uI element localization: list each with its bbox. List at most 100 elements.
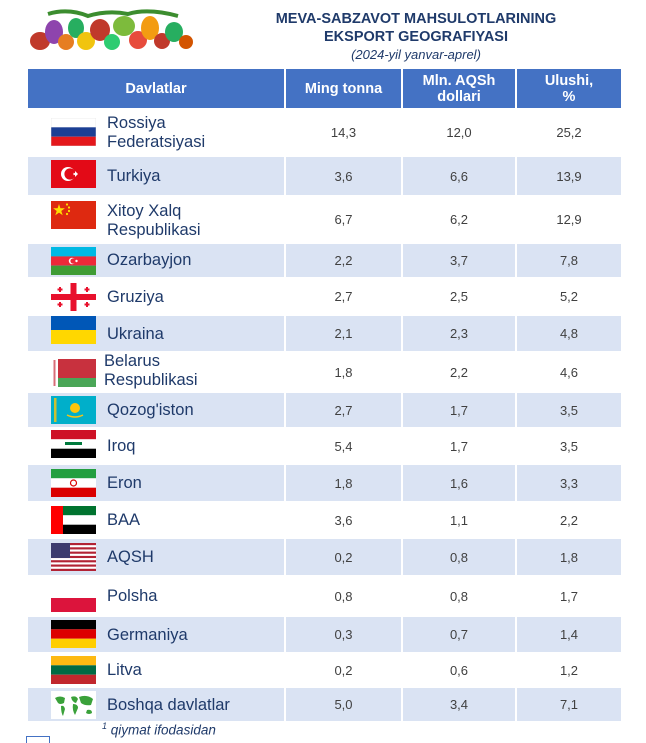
usd-cell: 6,2 bbox=[401, 196, 515, 243]
country-name-line1: Xitoy Xalq bbox=[107, 202, 182, 220]
turkey-flag-icon bbox=[51, 160, 96, 188]
header-country: Davlatlar bbox=[125, 80, 187, 97]
country-cell: Turkiya bbox=[28, 157, 284, 195]
tonnes-cell: 0,3 bbox=[284, 617, 401, 652]
table-row: Gruziya 2,7 2,5 5,2 bbox=[28, 278, 621, 316]
germany-flag-icon bbox=[51, 620, 96, 648]
table-row: Rossiya Federatsiyasi 14,3 12,0 25,2 bbox=[28, 108, 621, 157]
table-row: Polsha 0,8 0,8 1,7 bbox=[28, 576, 621, 617]
country-name: Ukraina bbox=[107, 325, 164, 344]
tonnes-cell: 5,0 bbox=[284, 688, 401, 721]
tonnes-cell: 2,2 bbox=[284, 244, 401, 277]
country-cell: Polsha bbox=[28, 576, 284, 616]
country-name-line1: Turkiya bbox=[107, 167, 161, 185]
subtitle: (2024-yil yanvar-aprel) bbox=[351, 47, 481, 62]
tonnes-cell: 2,7 bbox=[284, 278, 401, 315]
table-body: Rossiya Federatsiyasi 14,3 12,0 25,2 Tur… bbox=[28, 108, 621, 722]
header-usd-line1: Mln. AQSh bbox=[422, 72, 496, 89]
country-cell: Litva bbox=[28, 653, 284, 687]
country-name: BAA bbox=[107, 511, 140, 530]
country-cell: Qozog'iston bbox=[28, 393, 284, 427]
uae-flag-icon bbox=[51, 506, 96, 534]
country-name: Xitoy Xalq Respublikasi bbox=[107, 202, 201, 240]
usd-cell: 3,7 bbox=[401, 244, 515, 277]
tonnes-cell: 2,7 bbox=[284, 393, 401, 427]
country-name: Qozog'iston bbox=[107, 401, 194, 420]
header-tonnes: Ming tonna bbox=[284, 69, 401, 108]
share-cell: 25,2 bbox=[515, 108, 621, 156]
lithuania-flag-icon bbox=[51, 656, 96, 684]
country-name-line1: Litva bbox=[107, 661, 142, 679]
country-name-line2: Respublikasi bbox=[107, 221, 201, 239]
country-name-line1: Gruziya bbox=[107, 288, 164, 306]
country-name-line1: Boshqa davlatlar bbox=[107, 696, 230, 714]
share-cell: 7,8 bbox=[515, 244, 621, 277]
country-name: Litva bbox=[107, 661, 142, 680]
country-name-line1: Qozog'iston bbox=[107, 401, 194, 419]
iraq-flag-icon bbox=[51, 430, 96, 458]
country-name-line1: Belarus bbox=[104, 352, 160, 370]
share-cell: 1,8 bbox=[515, 539, 621, 575]
country-name: Gruziya bbox=[107, 288, 164, 307]
usd-cell: 0,8 bbox=[401, 576, 515, 616]
iran-flag-icon bbox=[51, 469, 96, 497]
page-corner-decoration bbox=[26, 736, 50, 743]
header-share-line2: % bbox=[562, 88, 576, 105]
country-name: Rossiya Federatsiyasi bbox=[107, 114, 205, 152]
belarus-flag-icon bbox=[51, 359, 96, 387]
tonnes-cell: 0,8 bbox=[284, 576, 401, 616]
country-name: Boshqa davlatlar bbox=[107, 696, 230, 715]
table-row: Litva 0,2 0,6 1,2 bbox=[28, 653, 621, 688]
country-name: Ozarbayjon bbox=[107, 251, 191, 270]
share-cell: 3,5 bbox=[515, 428, 621, 464]
azerbaijan-flag-icon bbox=[51, 247, 96, 275]
country-cell: BAA bbox=[28, 502, 284, 538]
tonnes-cell: 3,6 bbox=[284, 157, 401, 195]
table-row: Xitoy Xalq Respublikasi 6,7 6,2 12,9 bbox=[28, 196, 621, 244]
georgia-flag-icon bbox=[51, 283, 96, 311]
table-row: Eron 1,8 1,6 3,3 bbox=[28, 465, 621, 502]
vegetables-illustration bbox=[30, 9, 193, 50]
share-cell: 4,8 bbox=[515, 316, 621, 351]
table-row: Belarus Respublikasi 1,8 2,2 4,6 bbox=[28, 352, 621, 393]
country-cell: Boshqa davlatlar bbox=[28, 688, 284, 721]
table-row: Iroq 5,4 1,7 3,5 bbox=[28, 428, 621, 465]
country-cell: Ukraina bbox=[28, 316, 284, 351]
share-cell: 3,3 bbox=[515, 465, 621, 501]
usd-cell: 1,7 bbox=[401, 428, 515, 464]
country-name-line1: Rossiya bbox=[107, 114, 166, 132]
country-name-line2: Respublikasi bbox=[104, 371, 198, 389]
share-cell: 1,2 bbox=[515, 653, 621, 687]
title-line-2: EKSPORT GEOGRAFIYASI bbox=[324, 29, 508, 45]
country-name: Germaniya bbox=[107, 626, 188, 645]
tonnes-cell: 2,1 bbox=[284, 316, 401, 351]
share-cell: 5,2 bbox=[515, 278, 621, 315]
country-name-line2: Federatsiyasi bbox=[107, 133, 206, 151]
usd-cell: 0,8 bbox=[401, 539, 515, 575]
country-name: Polsha bbox=[107, 587, 157, 606]
country-name-line1: Polsha bbox=[107, 587, 158, 605]
country-name: Iroq bbox=[107, 437, 135, 456]
country-cell: AQSH bbox=[28, 539, 284, 575]
tonnes-cell: 0,2 bbox=[284, 539, 401, 575]
usd-cell: 3,4 bbox=[401, 688, 515, 721]
header-share-line1: Ulushi, bbox=[544, 72, 594, 89]
poland-flag-icon bbox=[51, 584, 96, 612]
country-name-line1: BAA bbox=[107, 511, 141, 529]
tonnes-cell: 0,2 bbox=[284, 653, 401, 687]
footnote-text: qiymat ifodasidan bbox=[110, 722, 216, 738]
tonnes-cell: 1,8 bbox=[284, 465, 401, 501]
country-name: Eron bbox=[107, 474, 142, 493]
table-header: Davlatlar Ming tonna Mln. AQSh dollari U… bbox=[28, 69, 621, 108]
country-cell: Ozarbayjon bbox=[28, 244, 284, 277]
country-cell: Germaniya bbox=[28, 617, 284, 652]
tonnes-cell: 5,4 bbox=[284, 428, 401, 464]
country-cell: Iroq bbox=[28, 428, 284, 464]
table-row: Germaniya 0,3 0,7 1,4 bbox=[28, 617, 621, 653]
usd-cell: 0,7 bbox=[401, 617, 515, 652]
country-name-line1: Germaniya bbox=[107, 626, 188, 644]
country-name-line1: AQSH bbox=[107, 548, 154, 566]
china-flag-icon bbox=[51, 201, 96, 229]
footnote-mark: 1 bbox=[102, 721, 108, 731]
country-cell: Belarus Respublikasi bbox=[28, 352, 284, 392]
